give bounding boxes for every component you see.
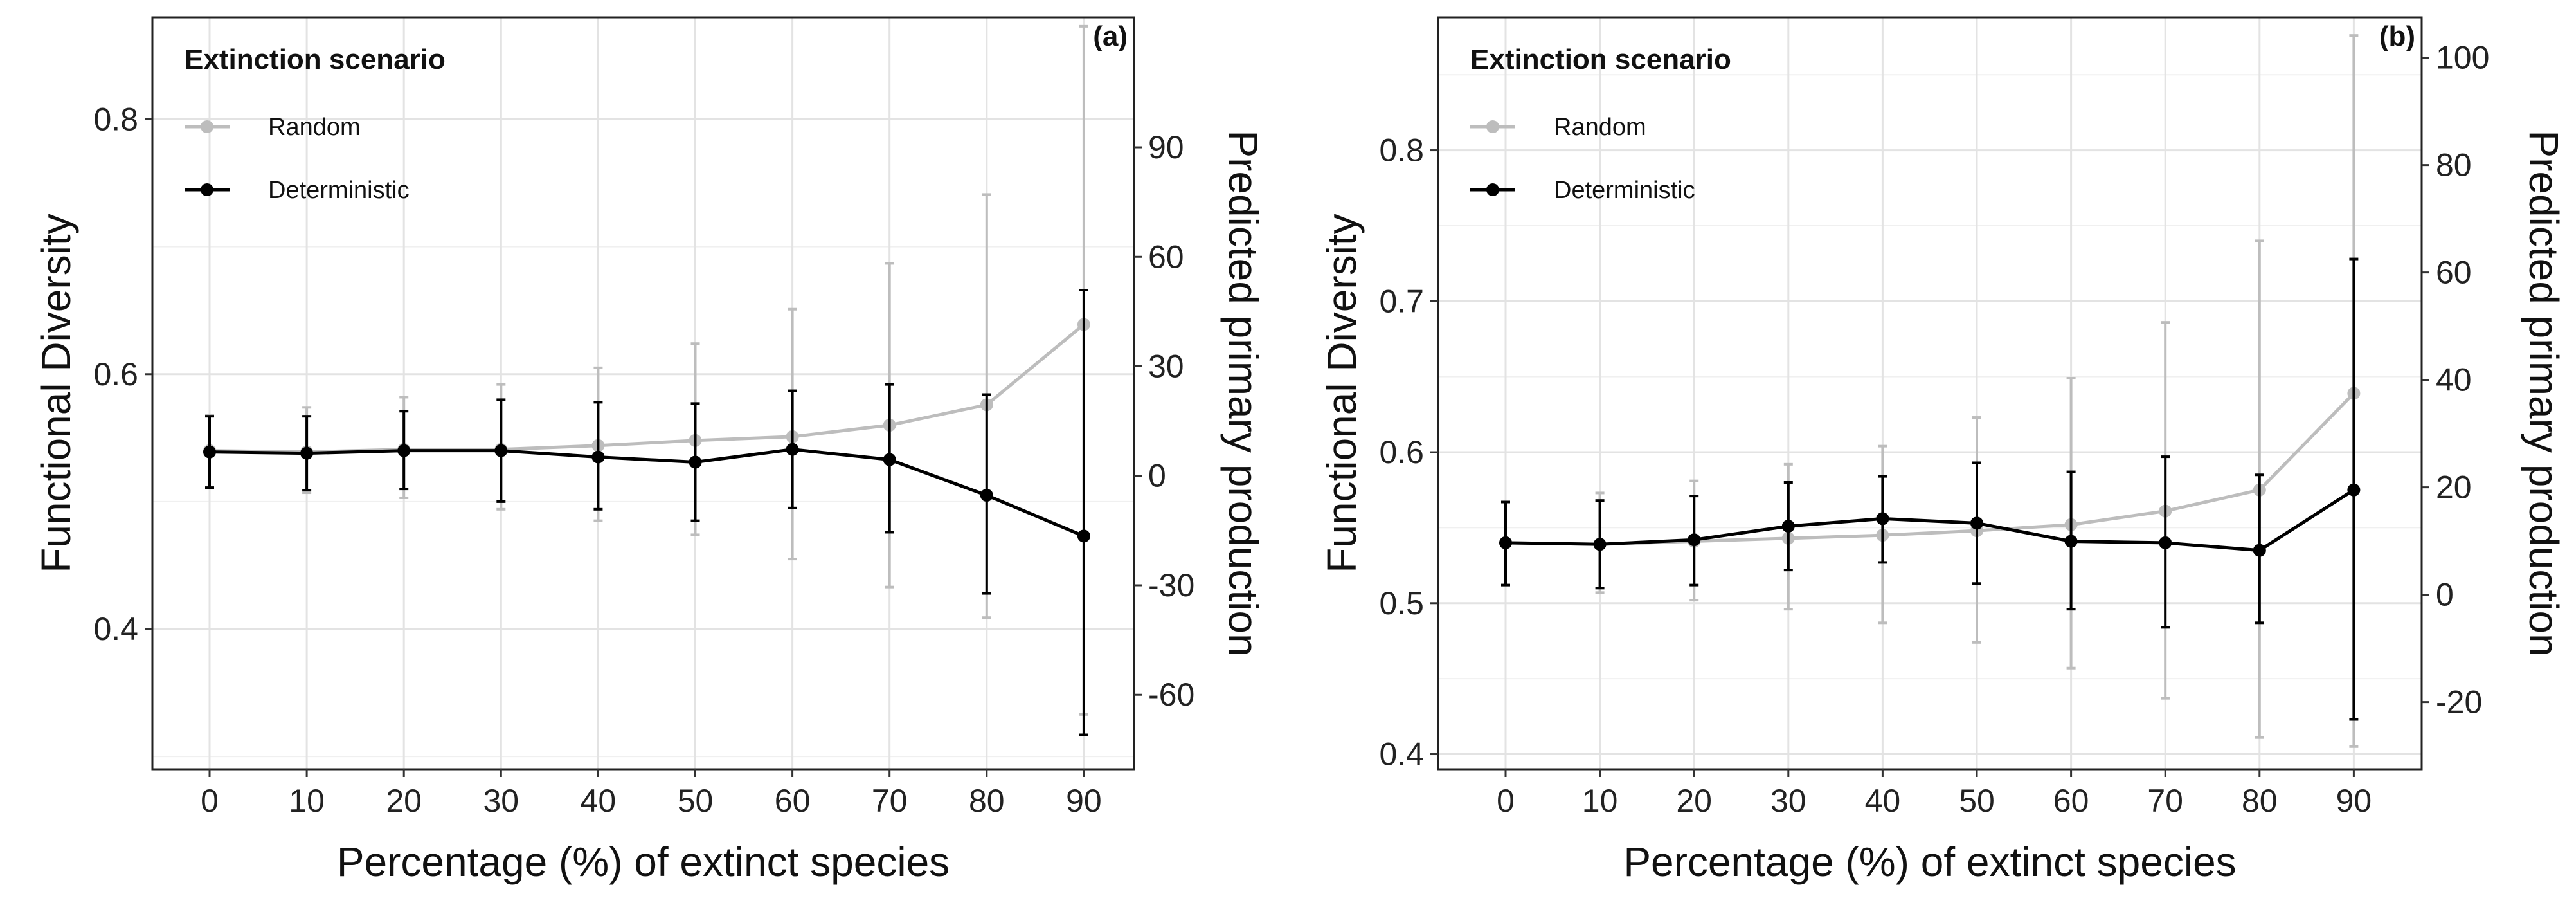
series-deterministic: [1499, 257, 2361, 721]
legend-item-deterministic: Deterministic: [185, 177, 410, 204]
plot-area: [152, 17, 1134, 769]
data-point: [1970, 516, 1983, 530]
data-point: [2064, 535, 2078, 548]
chart-panel-a: 0.4 0.6 0.8 -60 -30 0 30 60 90 0 10 20 30 40 50 60 70 80 9…: [33, 16, 1266, 885]
panel-border: [1437, 16, 2423, 771]
x-axis-title: Percentage (%) of extinct species: [337, 839, 950, 885]
data-point: [2253, 544, 2266, 557]
y2-tick-label: 90: [1148, 129, 1184, 165]
y-tick-label: 0.4: [93, 611, 138, 647]
data-point: [1077, 529, 1090, 543]
data-point: [980, 489, 993, 502]
y2-tick-label: 80: [2436, 147, 2472, 183]
series-deterministic: [203, 289, 1090, 736]
series-line: [209, 448, 1085, 538]
y2-tick-label: 30: [1148, 349, 1184, 385]
data-point: [1688, 533, 1701, 547]
x-tick-label: 10: [1582, 783, 1618, 819]
series-line: [1505, 488, 2355, 553]
legend-title: Extinction scenario: [1470, 44, 1731, 75]
data-point: [689, 455, 702, 469]
y2-tick-label: -20: [2436, 684, 2482, 720]
legend-swatch-point: [201, 120, 213, 133]
data-point: [494, 444, 508, 457]
x-tick-label: 0: [1497, 783, 1515, 819]
plot-area: [1438, 17, 2422, 769]
data-point: [883, 453, 896, 466]
y2-tick-label: 0: [2436, 577, 2454, 613]
x-tick-label: 40: [581, 783, 617, 819]
data-point: [203, 445, 216, 459]
x-tick-label: 20: [1676, 783, 1712, 819]
y2-tick-label: 40: [2436, 362, 2472, 398]
legend: Extinction scenario Random Deterministic: [185, 44, 446, 204]
y-tick-label: 0.7: [1379, 283, 1424, 319]
legend-label: Deterministic: [268, 177, 410, 204]
data-point: [300, 446, 314, 460]
panel-border: [151, 16, 1135, 771]
x-tick-label: 70: [2147, 783, 2183, 819]
x-tick-label: 50: [1959, 783, 1995, 819]
x-tick-label: 0: [201, 783, 219, 819]
y-tick-label: 0.5: [1379, 585, 1424, 621]
data-point: [397, 444, 411, 457]
legend-item-random: Random: [1470, 114, 1646, 141]
legend-swatch-point: [1486, 183, 1499, 196]
data-point: [1781, 520, 1795, 533]
y2-tick-label: -60: [1148, 677, 1194, 713]
legend-item-deterministic: Deterministic: [1470, 177, 1695, 204]
legend-label: Random: [1554, 114, 1646, 141]
x-tick-label: 80: [2242, 783, 2278, 819]
x-tick-label: 30: [1770, 783, 1806, 819]
x-tick-label: 40: [1865, 783, 1901, 819]
y-tick-label: 0.6: [93, 356, 138, 392]
y-tick-label: 0.6: [1379, 434, 1424, 470]
legend-title: Extinction scenario: [185, 44, 446, 75]
legend-label: Random: [268, 114, 361, 141]
x-tick-label: 90: [2336, 783, 2372, 819]
panel-label: (b): [2379, 21, 2415, 52]
x-tick-label: 80: [969, 783, 1005, 819]
y2-tick-label: 100: [2436, 40, 2489, 76]
y2-axis-title: Predicted primary production: [1220, 130, 1266, 656]
y2-tick-label: 60: [2436, 255, 2472, 291]
data-point: [2159, 536, 2172, 549]
x-tick-label: 60: [2053, 783, 2089, 819]
legend-swatch-point: [1486, 120, 1499, 133]
y-tick-label: 0.4: [1379, 736, 1424, 772]
data-point: [786, 443, 799, 456]
data-point: [591, 450, 605, 464]
legend-label: Deterministic: [1554, 177, 1695, 204]
y2-tick-label: 60: [1148, 239, 1184, 275]
y-axis-title: Functional Diversity: [33, 214, 79, 572]
data-point: [1876, 512, 1889, 526]
data-point: [2347, 483, 2361, 497]
x-tick-label: 70: [872, 783, 908, 819]
legend-item-random: Random: [185, 114, 361, 141]
y2-tick-label: -30: [1148, 567, 1194, 603]
legend-swatch-point: [201, 183, 213, 196]
panel-label: (a): [1093, 21, 1128, 52]
y2-axis-title: Predicted primary production: [2521, 130, 2567, 656]
data-point: [1593, 538, 1607, 551]
x-tick-label: 30: [483, 783, 519, 819]
x-tick-label: 20: [386, 783, 422, 819]
x-axis-title: Percentage (%) of extinct species: [1623, 839, 2236, 885]
x-tick-label: 60: [775, 783, 811, 819]
y2-tick-label: 20: [2436, 470, 2472, 506]
chart-panel-b: 0.4 0.5 0.6 0.7 0.8 -20 0 20 40 60 80 100 0 10 20 30 40 5…: [1319, 16, 2567, 885]
x-tick-label: 10: [289, 783, 325, 819]
y-tick-label: 0.8: [1379, 133, 1424, 169]
x-tick-label: 50: [678, 783, 714, 819]
legend: Extinction scenario Random Deterministic: [1470, 44, 1731, 204]
x-tick-label: 90: [1066, 783, 1102, 819]
data-point: [1499, 536, 1512, 549]
y-axis-title: Functional Diversity: [1319, 214, 1365, 572]
y2-tick-label: 0: [1148, 458, 1166, 494]
y-tick-label: 0.8: [93, 102, 138, 138]
